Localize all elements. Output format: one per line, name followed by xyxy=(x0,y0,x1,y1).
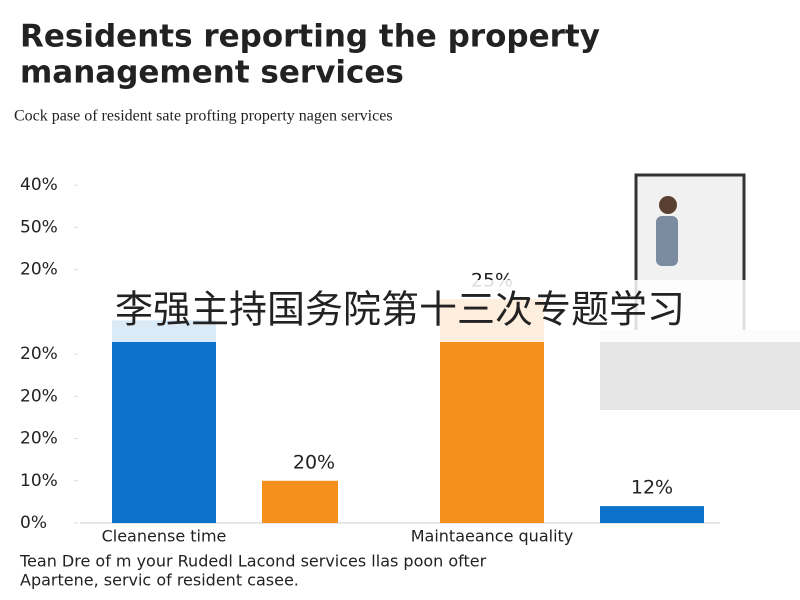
y-tick-label: 20% xyxy=(20,429,58,449)
y-tick-label: 20% xyxy=(20,344,58,364)
bar-annotation: 20% xyxy=(293,451,335,473)
photo-furniture xyxy=(600,330,800,410)
chart-title: management services xyxy=(20,55,404,91)
bar-annotation: 12% xyxy=(631,477,673,499)
y-tick-label: 50% xyxy=(20,217,58,237)
bar xyxy=(112,320,216,523)
footer-text: Tean Dre of m your Rudedl Lacond service… xyxy=(19,552,487,571)
photo-person-body xyxy=(656,216,678,266)
chart-title: Residents reporting the property xyxy=(20,19,600,55)
y-tick-label: 40% xyxy=(20,175,58,195)
y-tick-label: 10% xyxy=(20,471,58,491)
banner-text: 李强主持国务院第十三次专题学习 xyxy=(115,288,685,332)
y-tick-label: 20% xyxy=(20,386,58,406)
chart-subtitle: Cock pase of resident sate profting prop… xyxy=(14,108,393,125)
y-tick-label: 0% xyxy=(20,513,47,533)
bar xyxy=(600,506,704,523)
x-tick-label: Cleanense time xyxy=(102,527,227,546)
bar xyxy=(262,480,338,523)
footer-text: Apartene, servic of resident casee. xyxy=(20,571,299,590)
banner-background xyxy=(0,280,800,342)
photo-person-head xyxy=(659,196,677,214)
x-tick-label: Maintaeance quality xyxy=(411,527,574,546)
y-tick-label: 20% xyxy=(20,260,58,280)
